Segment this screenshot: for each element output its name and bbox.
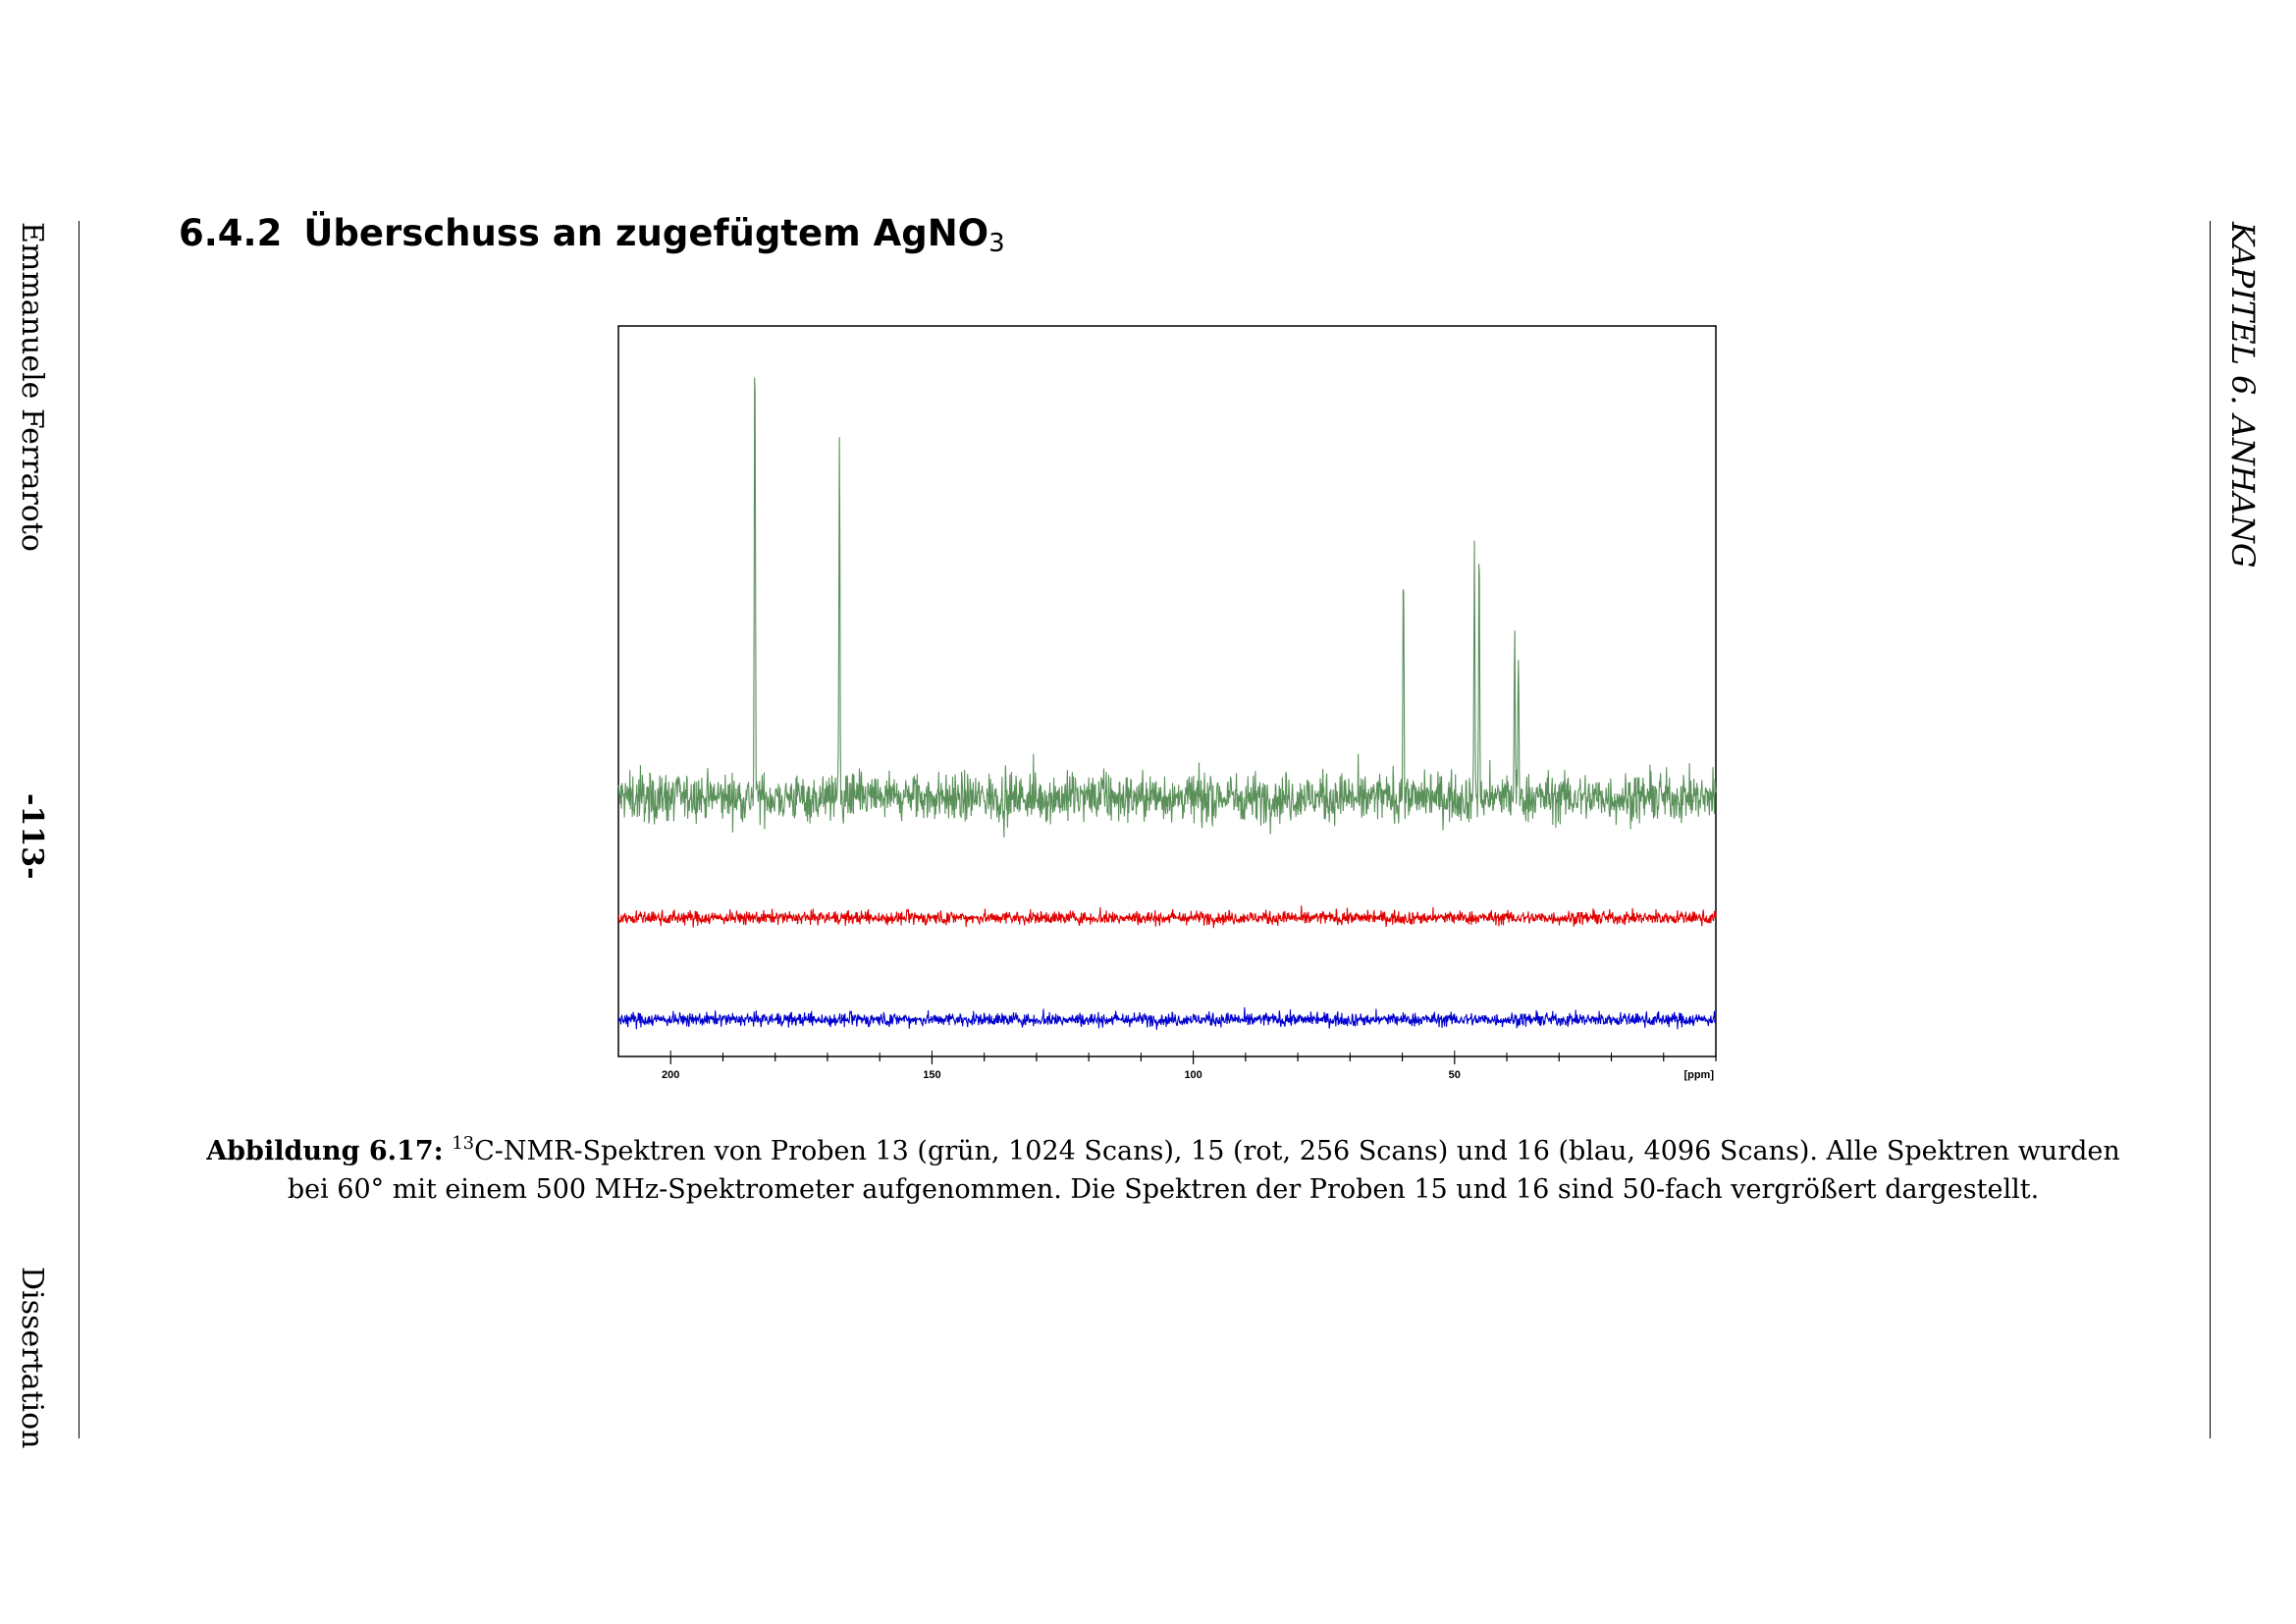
x-tick-label-50: 50: [1449, 1069, 1461, 1081]
right-margin-rule: [2210, 221, 2211, 1438]
author-name: Emmanuele Ferraroto: [15, 222, 49, 552]
left-margin: [0, 0, 80, 1624]
section-title: Überschuss an zugefügtem AgNO: [303, 212, 989, 254]
nmr-figure: 200 150 100 50 [ppm]: [589, 314, 1737, 1100]
page-number: -113-: [15, 793, 49, 880]
section-number: 6.4.2: [179, 212, 283, 254]
x-tick-label-200: 200: [662, 1069, 679, 1081]
spectrum-series-1: [617, 377, 1717, 839]
x-tick-label-150: 150: [923, 1069, 940, 1081]
section-title-subscript: 3: [988, 229, 1005, 258]
caption-isotope-superscript: 13: [452, 1133, 475, 1154]
nmr-spectrum-chart: 200 150 100 50 [ppm]: [617, 325, 1717, 1081]
spectrum-series-3: [617, 1006, 1717, 1030]
x-tick-label-100: 100: [1184, 1069, 1201, 1081]
document-type: Dissertation: [15, 1267, 49, 1449]
caption-label: Abbildung 6.17:: [206, 1136, 444, 1166]
left-margin-rule: [79, 221, 80, 1438]
running-head: KAPITEL 6. ANHANG: [2224, 222, 2262, 568]
spectrum-series-2: [617, 905, 1717, 929]
figure-caption: Abbildung 6.17: 13C-NMR-Spektren von Pro…: [201, 1124, 2125, 1209]
x-axis-unit: [ppm]: [1683, 1069, 1714, 1081]
plot-frame: [617, 325, 1717, 1057]
right-margin: [2199, 0, 2296, 1624]
caption-text: C-NMR-Spektren von Proben 13 (grün, 1024…: [287, 1136, 2120, 1205]
section-heading: 6.4.2 Überschuss an zugefügtem AgNO3: [179, 212, 1005, 258]
